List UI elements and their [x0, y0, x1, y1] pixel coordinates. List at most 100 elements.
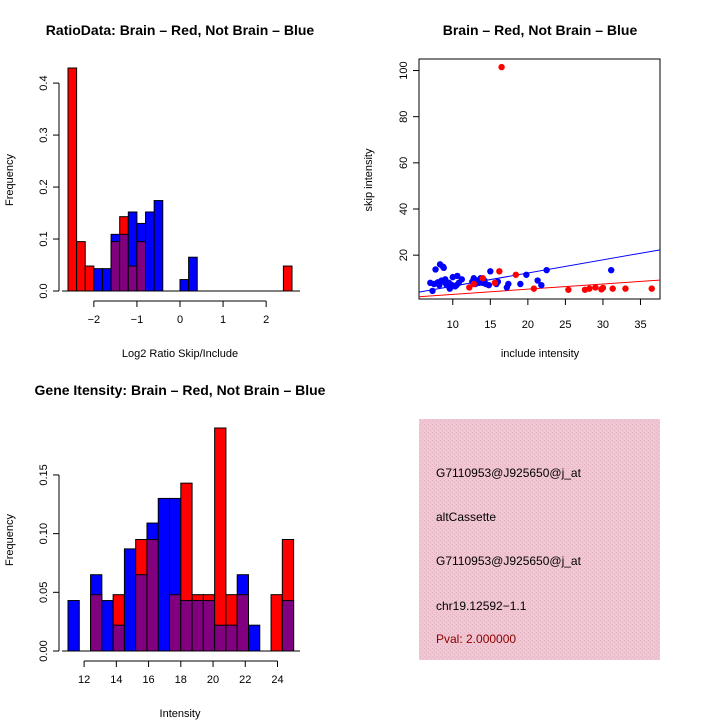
brain-point [479, 275, 487, 282]
not-brain-point [453, 281, 460, 289]
event-type-text: altCassette [436, 510, 496, 524]
brain-point [609, 285, 616, 292]
scatter-x-tick-label: 10 [447, 319, 459, 331]
ratio-hist-y-tick-label: 0.3 [38, 127, 50, 142]
ratio-hist-y-tick-label: 0.2 [38, 179, 50, 194]
scatter-x-tick-label: 35 [634, 319, 646, 331]
gene-hist-title: Gene Itensity: Brain – Red, Not Brain – … [35, 382, 326, 398]
gene-hist-x-tick-label: 18 [175, 674, 187, 686]
gene-hist-bar-not-brain [247, 624, 261, 652]
not-brain-point [543, 266, 550, 274]
ratio-hist-bar-overlap [119, 233, 129, 292]
gene-hist-y-tick-label: 0.15 [38, 464, 50, 485]
scatter-ylabel: skip intensity [363, 148, 375, 211]
gene-hist-bar-overlap [135, 574, 148, 652]
ratio-hist-bar-overlap [136, 241, 147, 292]
brain-point [496, 268, 503, 275]
scatter-y-tick-label: 40 [398, 203, 410, 215]
ratio-hist-bar-not-brain [179, 279, 190, 292]
intensity-scatter-panel: Brain – Red, Not Brain – Blue include in… [363, 22, 661, 360]
gene-hist-bar-brain [214, 427, 227, 652]
info-panel-background [419, 419, 660, 660]
scatter-y-tick-label: 100 [398, 61, 410, 79]
gene-hist-x-tick-label: 22 [239, 674, 251, 686]
ratio-hist-y-tick-label: 0.1 [38, 231, 50, 246]
brain-point [512, 271, 520, 278]
ratio-hist-bar-overlap [127, 265, 138, 292]
ratio-hist-bar-not-brain [153, 200, 164, 292]
brain-point [491, 279, 499, 287]
scatter-marks [418, 63, 661, 298]
gene-hist-bar-not-brain [67, 600, 80, 652]
scatter-x-tick-label: 30 [597, 319, 609, 331]
scatter-y-tick-label: 20 [398, 249, 410, 261]
probe-id-text: G7110953@J925650@j_at [436, 466, 582, 480]
gene-hist-x-tick-label: 20 [207, 674, 219, 686]
not-brain-point [534, 277, 541, 284]
brain-point [466, 284, 473, 291]
ratio-hist-bar-not-brain [145, 211, 155, 292]
ratio-hist-ylabel: Frequency [4, 154, 16, 206]
not-brain-point [454, 272, 461, 280]
ratio-hist-bar-overlap [110, 241, 121, 292]
ratio-hist-bar-not-brain [93, 268, 103, 292]
brain-point [586, 285, 593, 292]
scatter-y-tick-label: 60 [398, 157, 410, 169]
ratio-hist-x-tick-label: 2 [263, 314, 269, 326]
ratio-hist-x-tick-label: −1 [131, 314, 144, 326]
gene-hist-bars [67, 427, 295, 652]
gene-hist-bar-overlap [281, 600, 295, 652]
gene-hist-bar-not-brain [157, 497, 171, 652]
not-brain-point [487, 268, 494, 275]
ratio-hist-y-tick-label: 0.4 [38, 75, 50, 90]
ratio-hist-bar-brain [84, 265, 95, 292]
gene-hist-bar-overlap [169, 594, 182, 652]
info-panel: G7110953@J925650@j_at altCassette G71109… [419, 419, 660, 660]
gene-hist-bar-overlap [214, 624, 227, 652]
ratio-hist-bars [67, 67, 293, 292]
gene-hist-x-tick-label: 24 [271, 674, 283, 686]
scatter-xlabel: include intensity [501, 348, 580, 360]
scatter-title: Brain – Red, Not Brain – Blue [443, 22, 638, 38]
gene-hist-y-tick-label: 0.05 [38, 582, 50, 603]
gene-hist-bar-overlap [146, 539, 159, 652]
not-brain-point [538, 281, 545, 289]
not-brain-point [523, 271, 530, 278]
brain-point [470, 280, 478, 288]
gene-hist-bar-not-brain [123, 548, 137, 652]
not-brain-point [458, 276, 465, 283]
scatter-axes: 20 40 60 80 100 10 15 20 25 30 35 [398, 61, 647, 331]
scatter-x-tick-label: 20 [522, 319, 534, 331]
gene-hist-x-tick-label: 16 [142, 674, 154, 686]
gene-hist-bar-overlap [202, 600, 216, 652]
gene-hist-bar-overlap [236, 594, 249, 652]
gene-hist-bar-not-brain [101, 600, 114, 652]
not-brain-point [517, 280, 524, 288]
scatter-plot-box [418, 58, 661, 300]
ratio-hist-x-tick-label: 1 [220, 314, 226, 326]
brain-fit-line [418, 279, 661, 298]
gene-hist-bar-overlap [90, 594, 103, 652]
ratio-hist-x-tick-label: 0 [177, 314, 183, 326]
gene-hist-y-tick-label: 0.00 [38, 640, 50, 661]
gene-hist-xlabel: Intensity [160, 708, 201, 720]
brain-point [498, 63, 505, 71]
ratio-hist-bar-not-brain [101, 268, 112, 292]
not-brain-point [440, 264, 447, 272]
ratio-hist-x-tick-label: −2 [88, 314, 101, 326]
ratio-hist-title: RatioData: Brain – Red, Not Brain – Blue [46, 22, 315, 38]
gene-intensity-panel: Gene Itensity: Brain – Red, Not Brain – … [4, 382, 326, 720]
scatter-x-tick-label: 15 [484, 319, 496, 331]
gene-hist-bar-overlap [225, 624, 238, 652]
not-brain-point [432, 266, 439, 273]
gene-hist-y-tick-label: 0.10 [38, 523, 50, 544]
gene-hist-axes: 0.00 0.05 0.10 0.15 12 14 16 18 20 22 24 [38, 464, 300, 686]
ratio-hist-bar-brain [76, 241, 86, 292]
gene-hist-bar-overlap [191, 600, 204, 652]
gene-hist-x-tick-label: 12 [78, 674, 90, 686]
brain-point [530, 285, 538, 292]
ratio-hist-axes: 0.0 0.1 0.2 0.3 0.4 −2 −1 0 1 2 [38, 75, 300, 326]
scatter-x-tick-label: 25 [559, 319, 571, 331]
brain-point [592, 284, 599, 291]
ratio-histogram-panel: RatioData: Brain – Red, Not Brain – Blue… [4, 22, 314, 360]
